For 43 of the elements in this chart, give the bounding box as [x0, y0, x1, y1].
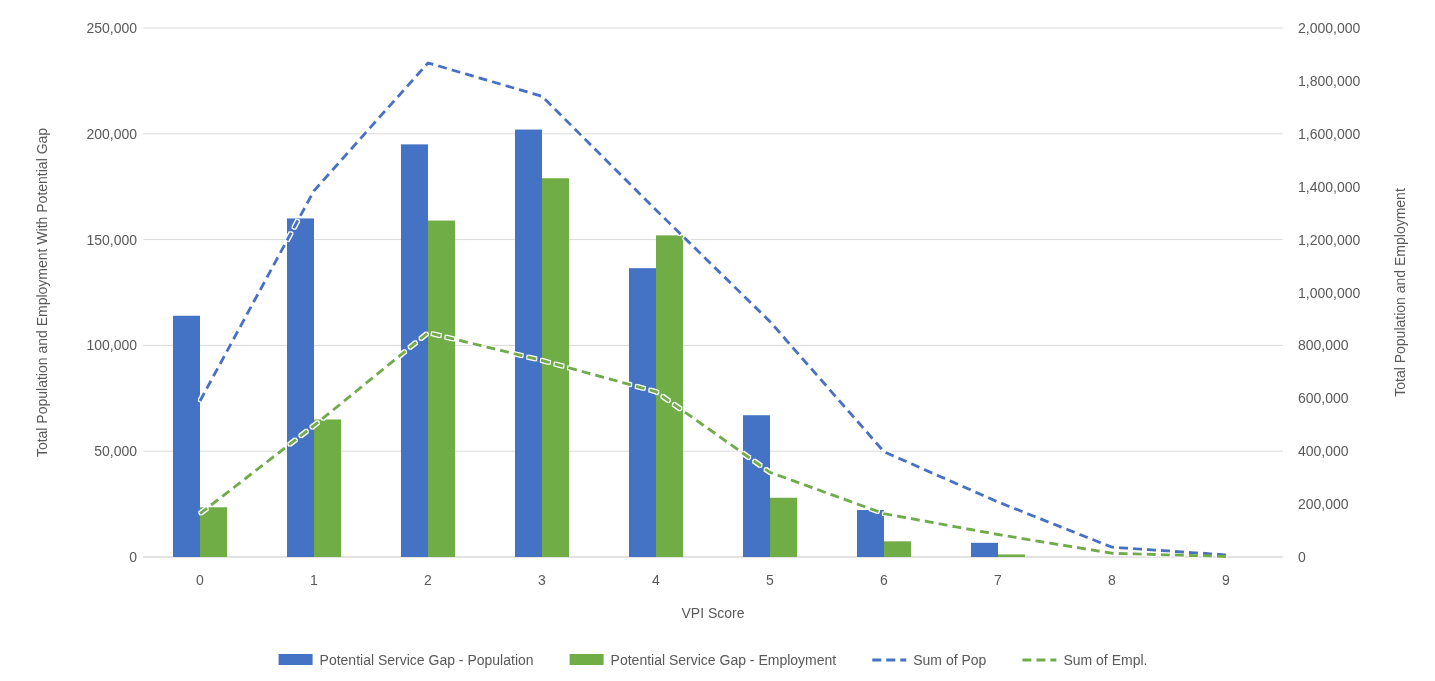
- x-tick-label: 7: [994, 572, 1003, 588]
- bar: [514, 129, 542, 557]
- legend-label: Potential Service Gap - Population: [319, 652, 534, 668]
- bar: [884, 541, 912, 557]
- bar: [970, 542, 998, 557]
- legend-label: Sum of Empl.: [1063, 652, 1148, 668]
- y-tick-label: 250,000: [86, 20, 138, 36]
- bar: [770, 497, 798, 557]
- bar: [400, 144, 428, 557]
- y2-tick-label: 1,800,000: [1298, 72, 1361, 89]
- y2-axis-title: Total Population and Employment: [1392, 188, 1408, 397]
- y-tick-label: 50,000: [94, 443, 138, 460]
- x-tick-label: 6: [880, 572, 889, 588]
- x-tick-label: 8: [1108, 572, 1117, 588]
- y2-tick-label: 1,000,000: [1298, 284, 1361, 301]
- y-tick-label: 150,000: [86, 231, 138, 248]
- x-tick-label: 9: [1222, 572, 1231, 588]
- bar: [742, 415, 770, 557]
- x-tick-label: 3: [538, 572, 547, 588]
- y-tick-label: 200,000: [86, 125, 138, 142]
- y2-tick-label: 1,400,000: [1298, 178, 1361, 195]
- legend-label: Potential Service Gap - Employment: [610, 652, 837, 668]
- legend-label: Sum of Pop: [913, 652, 987, 668]
- bar: [856, 510, 884, 557]
- x-tick-label: 2: [424, 572, 433, 588]
- bar: [628, 268, 656, 557]
- y2-tick-label: 400,000: [1298, 443, 1349, 460]
- y2-tick-label: 600,000: [1298, 390, 1349, 407]
- y2-tick-label: 1,600,000: [1298, 125, 1361, 142]
- y2-tick-label: 800,000: [1298, 337, 1349, 354]
- y-tick-label: 100,000: [86, 337, 138, 354]
- y2-tick-label: 1,200,000: [1298, 231, 1361, 248]
- x-axis-title: VPI Score: [681, 605, 745, 621]
- x-tick-label: 4: [652, 572, 661, 588]
- y2-tick-label: 200,000: [1298, 496, 1349, 513]
- y-tick-label: 0: [129, 549, 138, 565]
- y2-tick-label: 0: [1298, 549, 1306, 565]
- x-tick-label: 0: [196, 572, 205, 588]
- bar: [998, 554, 1026, 557]
- y-axis-title: Total Population and Employment With Potential Gap: [34, 127, 50, 458]
- x-tick-label: 5: [766, 572, 775, 588]
- x-tick-label: 1: [310, 572, 319, 588]
- y2-tick-label: 2,000,000: [1298, 20, 1361, 36]
